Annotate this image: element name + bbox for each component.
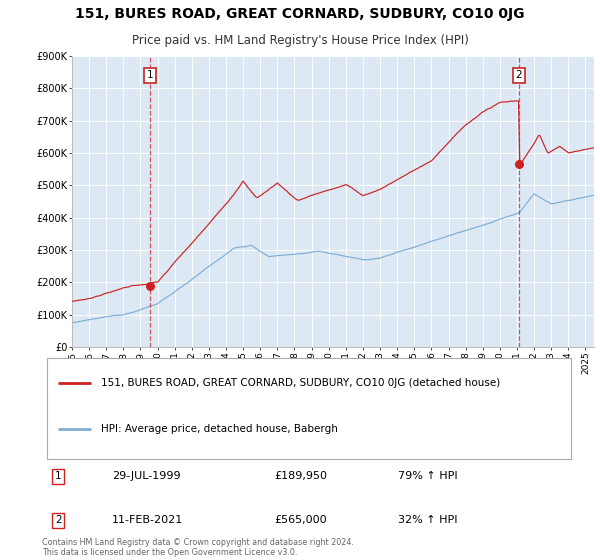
Text: 79% ↑ HPI: 79% ↑ HPI: [398, 472, 458, 482]
FancyBboxPatch shape: [47, 358, 571, 459]
Text: 151, BURES ROAD, GREAT CORNARD, SUDBURY, CO10 0JG: 151, BURES ROAD, GREAT CORNARD, SUDBURY,…: [75, 7, 525, 21]
Text: £565,000: £565,000: [274, 515, 327, 525]
Text: Price paid vs. HM Land Registry's House Price Index (HPI): Price paid vs. HM Land Registry's House …: [131, 34, 469, 46]
Text: 2: 2: [55, 515, 62, 525]
Text: 1: 1: [55, 472, 62, 482]
Text: 2: 2: [516, 71, 523, 81]
Text: 151, BURES ROAD, GREAT CORNARD, SUDBURY, CO10 0JG (detached house): 151, BURES ROAD, GREAT CORNARD, SUDBURY,…: [101, 378, 500, 388]
Text: 1: 1: [147, 71, 154, 81]
Text: HPI: Average price, detached house, Babergh: HPI: Average price, detached house, Babe…: [101, 424, 338, 434]
Text: 29-JUL-1999: 29-JUL-1999: [112, 472, 181, 482]
Text: £189,950: £189,950: [274, 472, 327, 482]
Text: Contains HM Land Registry data © Crown copyright and database right 2024.
This d: Contains HM Land Registry data © Crown c…: [42, 538, 354, 557]
Text: 32% ↑ HPI: 32% ↑ HPI: [398, 515, 458, 525]
Text: 11-FEB-2021: 11-FEB-2021: [112, 515, 184, 525]
